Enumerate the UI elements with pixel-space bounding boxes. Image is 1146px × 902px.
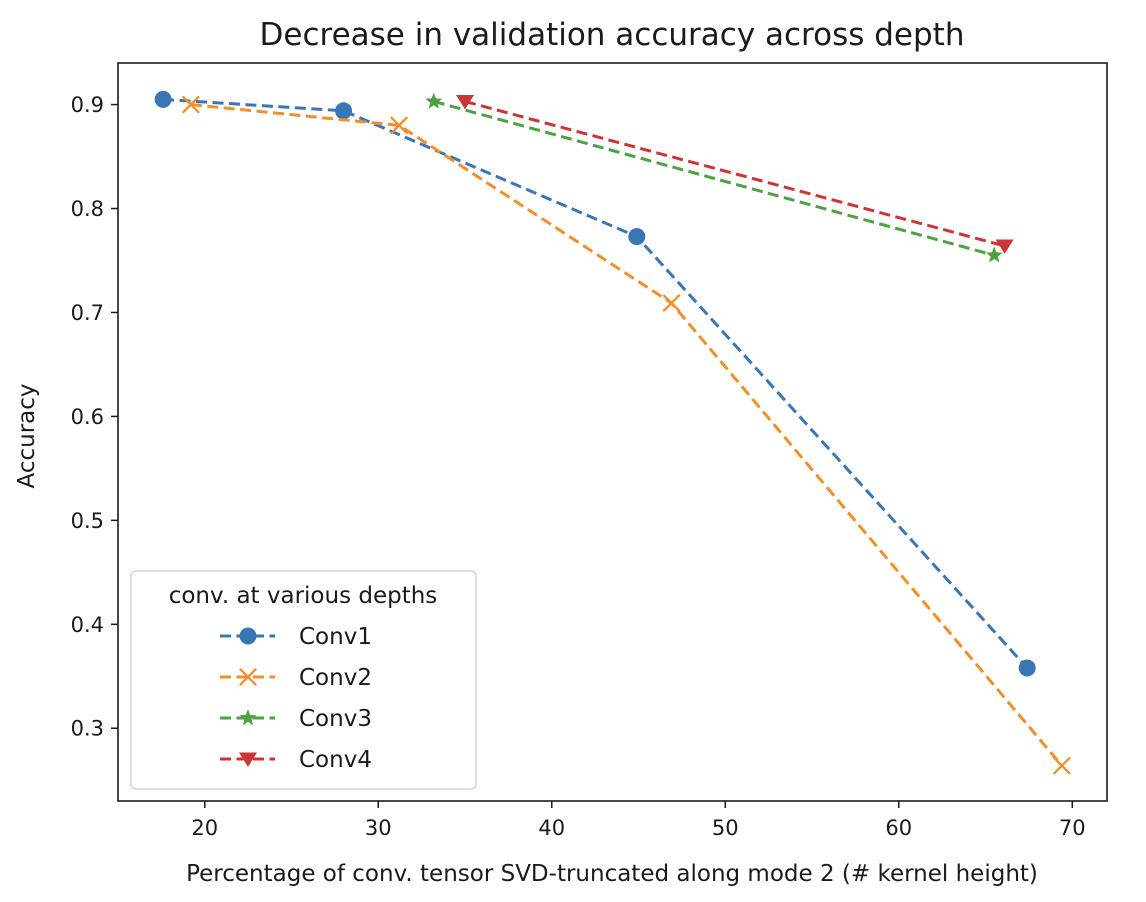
x-axis-label: Percentage of conv. tensor SVD-truncated… [186, 861, 1038, 887]
series-conv1 [154, 90, 1036, 677]
data-point-conv2-3 [662, 294, 681, 312]
legend-label-conv3: Conv3 [299, 706, 372, 732]
series-conv3 [425, 92, 1003, 263]
legend-marker-conv2-stroke-b [239, 668, 257, 686]
data-point-conv4-1 [456, 94, 475, 110]
x-tick-label-60: 60 [885, 816, 912, 840]
y-axis-ticks: 0.3 0.4 0.5 0.6 0.7 0.8 0.9 [71, 93, 118, 741]
y-tick-label-0-4: 0.4 [71, 613, 104, 637]
legend-item-conv1: Conv1 [220, 624, 372, 650]
series-line-conv3 [433, 100, 995, 257]
legend-label-conv4: Conv4 [299, 747, 372, 773]
series-line-conv4 [464, 100, 1006, 248]
data-point-conv3-1 [425, 92, 443, 109]
plot-frame [117, 62, 1108, 802]
legend-item-conv3: Conv3 [220, 706, 372, 732]
x-tick-label-30: 30 [365, 816, 392, 840]
data-point-conv3-2 [985, 246, 1003, 263]
legend-marker-conv3 [239, 709, 257, 726]
legend-entries: Conv1 Conv2 Conv3 Conv4 [220, 624, 372, 773]
legend-label-conv1: Conv1 [299, 624, 372, 650]
legend: conv. at various depths Conv1Conv2Conv3C… [130, 570, 477, 790]
x-tick-label-70: 70 [1059, 816, 1086, 840]
series-line-conv1 [163, 97, 1029, 669]
legend-box [130, 570, 477, 790]
series-layer [154, 90, 1071, 775]
data-point-conv2-2-stroke-b [390, 116, 408, 135]
data-point-conv1-3 [628, 228, 646, 246]
series-line-conv2 [190, 103, 1064, 767]
legend-marker-conv4 [239, 752, 257, 767]
legend-item-conv2: Conv2 [220, 665, 372, 691]
legend-marker-conv2 [239, 668, 257, 686]
series-conv4 [456, 94, 1014, 254]
legend-item-conv4: Conv4 [220, 747, 372, 773]
data-point-conv2-3-stroke-b [662, 294, 681, 312]
data-point-conv1-2 [335, 102, 353, 120]
data-point-conv1-1 [154, 90, 172, 108]
chart-title: Decrease in validation accuracy across d… [260, 17, 965, 53]
y-tick-label-0-8: 0.8 [71, 197, 104, 221]
data-point-conv2-4-stroke-b [1053, 757, 1071, 775]
y-tick-label-0-9: 0.9 [71, 93, 104, 117]
x-tick-label-40: 40 [538, 816, 565, 840]
series-conv2 [182, 95, 1071, 775]
y-tick-label-0-5: 0.5 [71, 509, 104, 533]
x-tick-label-50: 50 [712, 816, 739, 840]
y-axis-label: Accuracy [14, 383, 40, 488]
x-axis-ticks: 20 30 40 50 60 70 [191, 801, 1086, 840]
data-point-conv2-1-stroke-b [182, 95, 200, 114]
data-point-conv1-4 [1018, 659, 1036, 677]
data-point-conv4-2 [995, 239, 1014, 254]
data-point-conv2-1 [182, 95, 200, 114]
data-point-conv2-4 [1053, 757, 1071, 775]
y-tick-label-0-3: 0.3 [71, 717, 104, 741]
y-tick-label-0-7: 0.7 [71, 301, 104, 325]
legend-label-conv2: Conv2 [299, 665, 372, 691]
y-tick-label-0-6: 0.6 [71, 405, 104, 429]
x-tick-label-20: 20 [191, 816, 218, 840]
legend-marker-conv1 [239, 627, 257, 645]
data-point-conv2-2 [390, 116, 408, 135]
legend-title: conv. at various depths [169, 583, 438, 609]
